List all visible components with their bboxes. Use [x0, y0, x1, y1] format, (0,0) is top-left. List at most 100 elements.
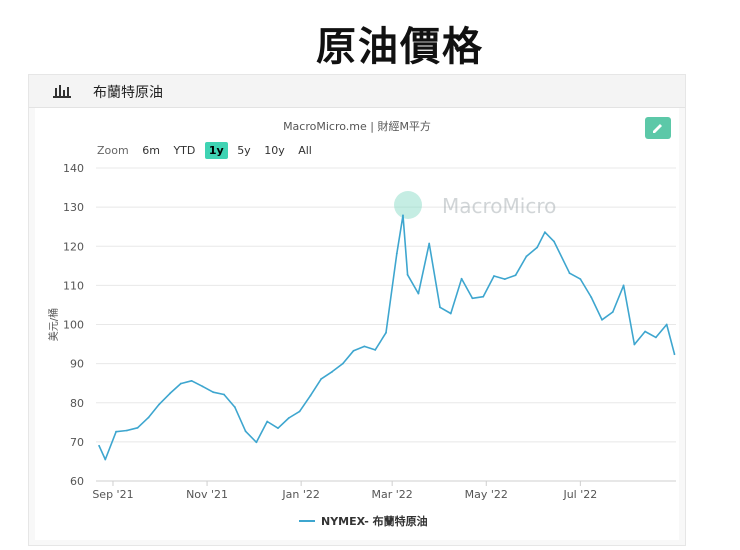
data-point: [655, 336, 657, 339]
legend-label: NYMEX- 布蘭特原油: [321, 514, 428, 528]
data-point: [579, 278, 582, 281]
series-layer: [98, 214, 676, 461]
y-tick-label: 100: [63, 319, 84, 332]
data-point: [601, 318, 603, 321]
data-point: [158, 403, 161, 406]
data-point: [298, 410, 301, 413]
data-point: [536, 246, 539, 249]
data-point: [525, 255, 528, 258]
data-point: [406, 273, 409, 276]
data-point: [233, 406, 236, 408]
zoom-option-ytd[interactable]: YTD: [173, 144, 196, 157]
data-point: [169, 392, 171, 395]
data-point: [179, 382, 182, 385]
data-point: [611, 311, 614, 313]
watermark: MacroMicro: [394, 191, 556, 219]
data-point: [244, 430, 247, 433]
y-tick-label: 90: [70, 358, 84, 371]
y-axis-label: 美元/桶: [47, 308, 60, 341]
data-point: [190, 379, 193, 382]
zoom-option-10y[interactable]: 10y: [264, 144, 285, 157]
x-axis: Sep '21 Nov '21 Jan '22 Mar '22 May '22 Jul '…: [92, 480, 676, 501]
data-point: [277, 427, 279, 430]
data-point: [449, 312, 452, 315]
data-point: [136, 426, 139, 429]
bar-chart-icon: [53, 85, 71, 98]
data-point: [331, 370, 333, 373]
data-point: [514, 274, 517, 277]
data-point: [460, 277, 463, 280]
data-point: [568, 272, 571, 275]
x-tick-label: Sep '21: [92, 488, 133, 501]
watermark-logo-icon: [394, 191, 422, 219]
data-point: [115, 430, 117, 433]
y-tick-label: 110: [63, 279, 84, 292]
data-point: [125, 429, 128, 432]
data-point: [471, 297, 474, 300]
chart-area: MacroMicro.me | 財經M平方 Zoom 6m YTD 1y 5y …: [35, 108, 679, 540]
data-point: [374, 349, 377, 351]
data-point: [439, 306, 441, 309]
data-point: [402, 214, 404, 217]
zoom-label: Zoom: [97, 144, 129, 157]
line-chart: MacroMicro Sep '21 Nov '21 Jan '22 Mar '22 M…: [47, 162, 676, 528]
data-point: [395, 252, 398, 255]
card-title: 布蘭特原油: [93, 85, 163, 101]
x-tick-label: May '22: [465, 488, 508, 501]
data-point: [352, 349, 355, 352]
y-tick-label: 80: [70, 397, 84, 410]
data-point: [98, 444, 100, 447]
data-point: [622, 284, 625, 287]
zoom-option-all[interactable]: All: [298, 144, 312, 157]
data-point: [147, 416, 150, 419]
data-point: [212, 391, 215, 394]
data-point: [266, 420, 269, 423]
data-point: [503, 278, 506, 281]
chart-source: MacroMicro.me | 財經M平方: [283, 120, 431, 133]
data-point: [255, 441, 258, 444]
y-tick-label: 130: [63, 201, 84, 214]
y-tick-label: 60: [70, 475, 84, 488]
chart-card: 布蘭特原油 MacroMicro.me | 財經M平方 Zoom 6m YTD …: [28, 74, 686, 546]
watermark-text: MacroMicro: [442, 194, 556, 218]
data-point: [417, 292, 420, 295]
data-point: [553, 240, 556, 243]
pencil-icon: [653, 124, 662, 133]
x-tick-label: Jan '22: [281, 488, 319, 501]
x-tick-label: Mar '22: [372, 488, 413, 501]
card-header: 布蘭特原油: [29, 75, 685, 108]
data-point: [385, 331, 387, 334]
data-point: [104, 458, 107, 461]
zoom-option-1y[interactable]: 1y: [204, 142, 228, 159]
data-point: [287, 417, 290, 419]
data-point: [665, 323, 668, 326]
data-point: [482, 295, 485, 298]
data-point: [428, 242, 431, 245]
x-tick-label: Jul '22: [562, 488, 597, 501]
edit-button[interactable]: [645, 117, 671, 139]
data-point: [320, 377, 323, 380]
data-point: [341, 362, 344, 365]
data-point: [543, 231, 546, 234]
data-point: [633, 343, 636, 346]
data-point: [493, 275, 495, 277]
data-point: [644, 330, 647, 333]
data-point: [223, 393, 225, 396]
zoom-option-5y[interactable]: 5y: [237, 144, 251, 157]
page-title: 原油價格: [316, 24, 484, 70]
data-point: [309, 394, 312, 397]
data-point: [673, 353, 676, 356]
series-line: [98, 214, 676, 461]
data-point: [590, 296, 593, 299]
data-point: [201, 385, 204, 388]
zoom-option-6m[interactable]: 6m: [142, 144, 160, 157]
zoom-bar: Zoom 6m YTD 1y 5y 10y All: [93, 142, 318, 160]
y-tick-label: 120: [63, 240, 84, 253]
grid-layer: [96, 167, 676, 482]
y-tick-label: 140: [63, 162, 84, 175]
y-axis: 60 70 80 90 100 110 120 130 140 美元/桶: [47, 162, 84, 488]
y-tick-label: 70: [70, 436, 84, 449]
x-tick-label: Nov '21: [186, 488, 228, 501]
legend: NYMEX- 布蘭特原油: [299, 514, 428, 528]
data-point: [363, 345, 366, 348]
